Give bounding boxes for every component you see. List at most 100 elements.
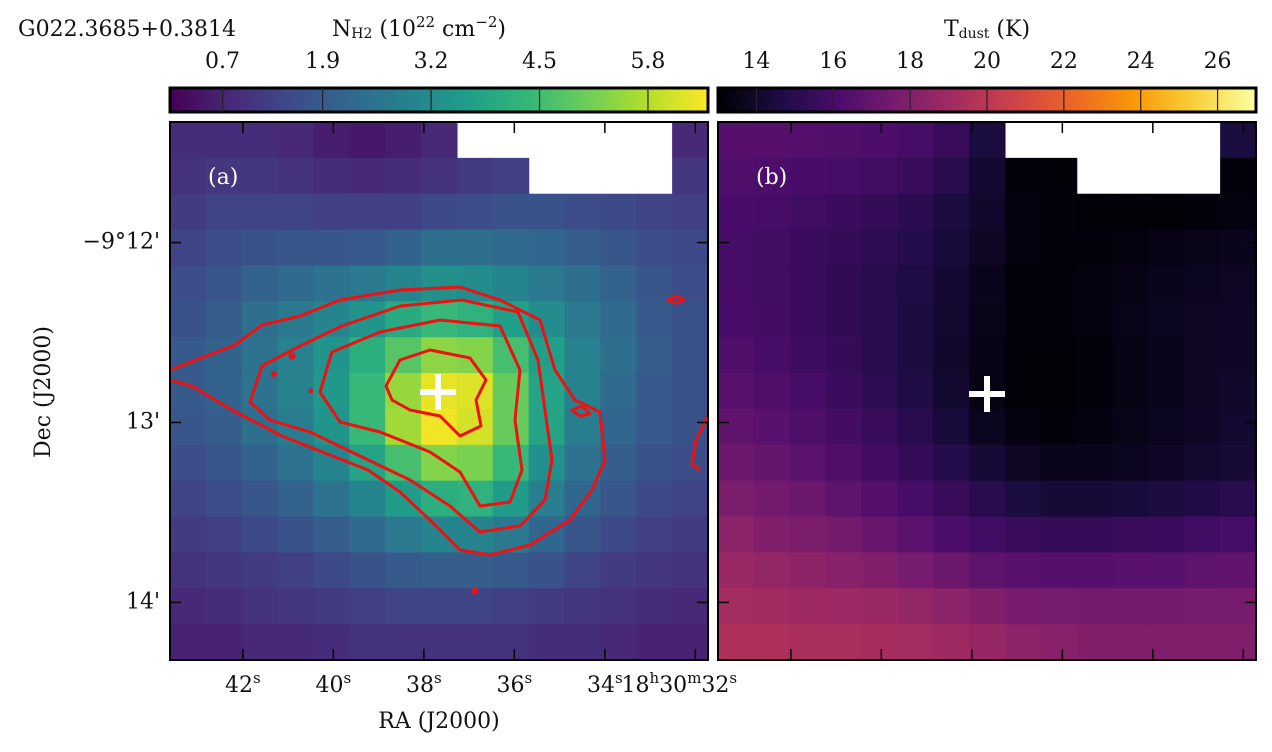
pixel xyxy=(1220,337,1257,374)
pixel xyxy=(277,157,315,195)
pixel xyxy=(241,301,279,338)
contour xyxy=(666,294,686,305)
pixel xyxy=(718,624,755,661)
pixel xyxy=(277,624,315,661)
pixel xyxy=(205,408,243,446)
pixel xyxy=(1004,229,1042,267)
pixel xyxy=(861,480,898,518)
pixel xyxy=(825,265,863,302)
pixel xyxy=(1148,516,1185,553)
pixel xyxy=(421,122,458,159)
pixel xyxy=(456,229,494,267)
pixel xyxy=(969,588,1006,625)
pixel xyxy=(349,373,386,410)
pixel xyxy=(1148,373,1185,410)
pixel xyxy=(349,157,386,195)
pixel xyxy=(861,516,898,553)
pixel xyxy=(897,480,934,518)
x-tick-label-part: 30 xyxy=(659,673,687,698)
pixel xyxy=(492,552,530,589)
pixel xyxy=(277,588,315,625)
pixel xyxy=(933,193,970,231)
pixel xyxy=(718,373,755,410)
pixel xyxy=(789,444,827,482)
pixel xyxy=(170,516,207,553)
pixel xyxy=(1004,480,1042,518)
pixel xyxy=(718,301,755,338)
pixel xyxy=(564,193,601,231)
pixel xyxy=(897,193,934,231)
pixel xyxy=(1148,624,1185,661)
pixel xyxy=(1112,588,1149,625)
pixel xyxy=(825,624,863,661)
pixel xyxy=(385,516,422,553)
pixel xyxy=(1076,480,1114,518)
pixel xyxy=(385,588,422,625)
pixel xyxy=(1184,552,1221,589)
pixel xyxy=(1148,552,1185,589)
pixel xyxy=(672,480,709,518)
pixel xyxy=(277,516,315,553)
pixel xyxy=(789,588,827,625)
pixel xyxy=(825,337,863,374)
pixel xyxy=(933,588,970,625)
pixel xyxy=(564,516,601,553)
pixel xyxy=(969,552,1006,589)
pixel xyxy=(277,229,315,267)
pixel xyxy=(825,444,863,482)
pixel xyxy=(1148,265,1185,302)
pixel xyxy=(969,157,1006,195)
pixel xyxy=(1112,444,1149,482)
pixel xyxy=(1184,588,1221,625)
pixel xyxy=(205,373,243,410)
colorbar-tick-label: 5.8 xyxy=(630,49,665,74)
pixel xyxy=(528,301,566,338)
x-tick-label-part: m xyxy=(687,669,701,687)
pixel xyxy=(969,229,1006,267)
pixel xyxy=(1184,301,1221,338)
pixel xyxy=(170,624,207,661)
pixel xyxy=(672,301,709,338)
pixel xyxy=(969,265,1006,302)
pixel xyxy=(753,552,791,589)
pixel xyxy=(672,193,709,231)
pixel xyxy=(718,444,755,482)
pixel xyxy=(421,265,458,302)
figure-title: G022.3685+0.3814 xyxy=(18,17,236,42)
pixel xyxy=(600,552,637,589)
colorbar-tick-label: 16 xyxy=(819,49,847,74)
pixel xyxy=(492,193,530,231)
pixel xyxy=(753,301,791,338)
x-tick-label-part: 38 xyxy=(406,673,434,698)
contour xyxy=(570,404,592,418)
pixel xyxy=(1076,408,1114,446)
pixel xyxy=(1220,408,1257,446)
pixel xyxy=(753,193,791,231)
pixel xyxy=(241,552,279,589)
pixel xyxy=(1220,444,1257,482)
pixel xyxy=(1004,157,1042,195)
pixel xyxy=(789,516,827,553)
pixel xyxy=(456,624,494,661)
pixel xyxy=(385,193,422,231)
pixel xyxy=(897,337,934,374)
pixel xyxy=(600,265,637,302)
pixel xyxy=(753,122,791,159)
pixel xyxy=(600,193,637,231)
pixel xyxy=(1112,337,1149,374)
contour xyxy=(318,318,524,508)
pixel xyxy=(564,301,601,338)
pixel xyxy=(528,265,566,302)
pixel xyxy=(1040,408,1078,446)
pixel xyxy=(672,624,709,661)
pixel xyxy=(421,588,458,625)
pixel xyxy=(636,444,673,482)
pixel xyxy=(492,624,530,661)
pixel xyxy=(933,337,970,374)
pixel xyxy=(753,444,791,482)
pixel xyxy=(969,301,1006,338)
pixel xyxy=(672,444,709,482)
pixel xyxy=(1004,373,1042,410)
pixel xyxy=(1040,480,1078,518)
pixel xyxy=(205,552,243,589)
